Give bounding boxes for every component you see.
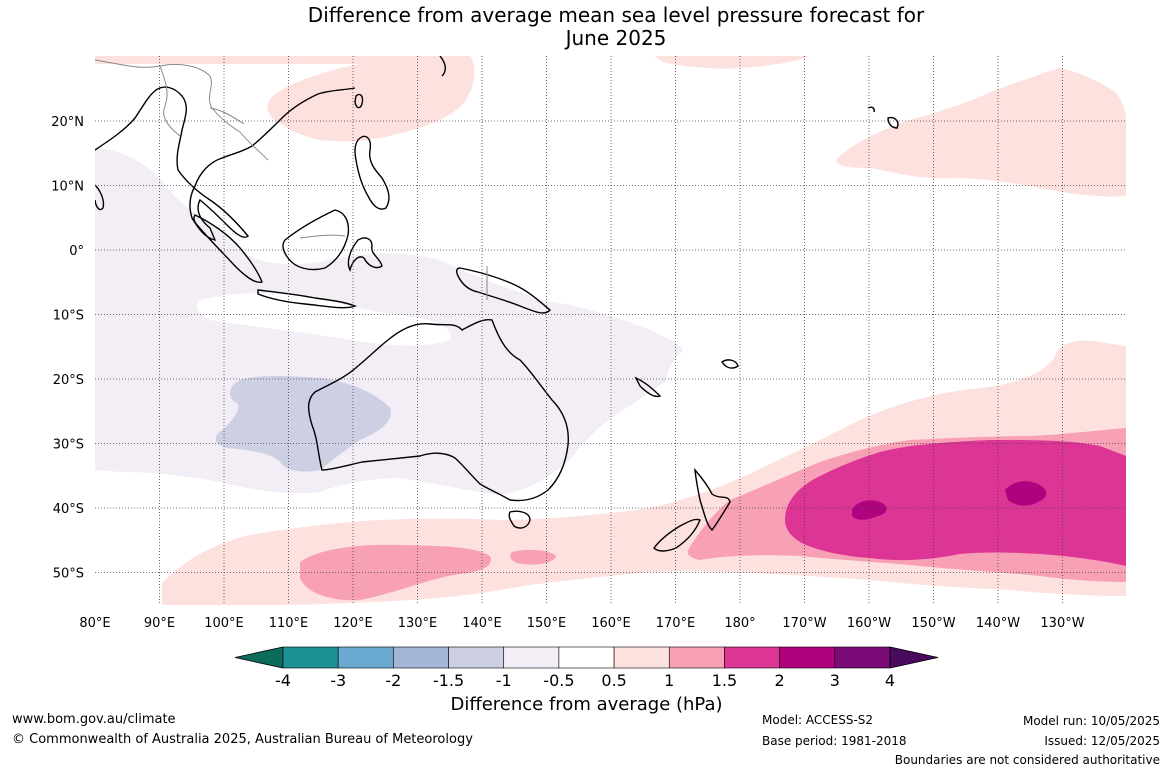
longitude-labels: 80°E 90°E 100°E 110°E 120°E 130°E 140°E 150°E 16…	[79, 616, 1084, 631]
latitude-label: 20°N	[51, 115, 84, 130]
longitude-label: 160°W	[847, 616, 891, 631]
anomaly-region-plus-0.5-hawaii	[836, 68, 1126, 197]
colorbar-swatch	[393, 646, 449, 669]
anomaly-region-plus-1-small	[510, 549, 556, 565]
border-borneo	[299, 234, 346, 239]
latitude-label: 30°S	[53, 438, 84, 453]
anomaly-region-plus-2-east	[1005, 481, 1047, 506]
longitude-label: 170°E	[656, 616, 696, 631]
new-zealand-north-coast	[694, 467, 731, 532]
longitude-label: 100°E	[204, 616, 244, 631]
new-caledonia-coast	[634, 376, 662, 398]
latitude-label: 40°S	[53, 502, 84, 517]
copyright-text: © Commonwealth of Australia 2025, Austra…	[12, 732, 473, 747]
colorbar-tick-label: 4	[885, 671, 895, 690]
longitude-label: 160°E	[591, 616, 631, 631]
map-panel	[95, 56, 1126, 605]
anomaly-region-plus-0.5-north-pacific	[655, 56, 810, 69]
anomaly-region-minus-1	[215, 376, 391, 472]
colorbar-tick-label: 0.5	[601, 671, 626, 690]
latitude-label: 0°	[69, 244, 84, 259]
issued-text: Issued: 12/05/2025	[1044, 734, 1160, 748]
colorbar-swatch	[448, 646, 505, 669]
colorbar-tick-label: -2	[385, 671, 401, 690]
latitude-labels: 20°N 10°N 0° 10°S 20°S 30°S 40°S 50°S	[51, 115, 84, 582]
latitude-label: 50°S	[53, 567, 84, 582]
colorbar-low-extend	[234, 646, 284, 669]
fiji-coast	[721, 359, 739, 369]
sulawesi-coast	[347, 237, 383, 273]
colorbar-tick-label: 3	[830, 671, 840, 690]
colorbar-high-extend	[889, 646, 939, 669]
anomaly-gap	[197, 293, 451, 346]
border-asia	[95, 59, 269, 161]
colorbar-swatch	[724, 646, 780, 669]
colorbar-swatch	[834, 646, 891, 669]
latitude-label: 10°S	[53, 309, 84, 324]
latitude-label: 20°S	[53, 373, 84, 388]
longitude-label: 120°E	[333, 616, 373, 631]
longitude-label: 110°E	[269, 616, 309, 631]
colorbar-tick-label: -0.5	[543, 671, 574, 690]
colorbar-tick-label: -3	[330, 671, 346, 690]
longitude-label: 90°E	[144, 616, 175, 631]
disclaimer-text: Boundaries are not considered authoritat…	[894, 753, 1160, 767]
colorbar-tick-label: 2	[775, 671, 785, 690]
title-line-2: June 2025	[565, 26, 667, 50]
colorbar-swatch	[668, 646, 725, 669]
title-line-1: Difference from average mean sea level p…	[307, 3, 925, 27]
longitude-label: 130°E	[398, 616, 438, 631]
tasmania-coast	[508, 510, 531, 529]
longitude-label: 170°W	[782, 616, 826, 631]
taiwan-coast	[354, 93, 364, 109]
model-text: Model: ACCESS-S2	[762, 713, 874, 727]
anomaly-region-plus-2-west	[852, 500, 887, 520]
asia-coast	[95, 86, 356, 241]
graticule	[95, 56, 1126, 605]
longitude-label: 140°W	[976, 616, 1020, 631]
japan-coast	[439, 56, 447, 77]
australia-coast	[307, 318, 569, 502]
india-coast	[95, 184, 105, 211]
base-period-text: Base period: 1981-2018	[762, 734, 907, 748]
latitude-label: 10°N	[51, 180, 84, 195]
longitude-label: 150°W	[911, 616, 955, 631]
colorbar-swatch	[337, 646, 394, 669]
longitude-label: 150°E	[527, 616, 567, 631]
map-title: Difference from average mean sea level p…	[0, 4, 1173, 50]
new-zealand-south-coast	[653, 518, 701, 552]
longitude-label: 130°W	[1040, 616, 1084, 631]
colorbar-swatch	[779, 646, 836, 669]
colorbar-swatch	[613, 646, 670, 669]
anomaly-region-plus-0.5-china	[95, 56, 475, 142]
new-guinea-coast	[455, 267, 551, 314]
longitude-label: 180°	[724, 616, 755, 631]
colorbar-tick-label: -4	[275, 671, 291, 690]
philippines-coast	[354, 135, 390, 210]
colorbar: -4 -3 -2 -1.5 -1 -0.5 0.5 1 1.5 2 3 4	[234, 646, 939, 690]
colorbar-swatch	[558, 646, 615, 669]
colorbar-tick-label: -1	[496, 671, 512, 690]
longitude-label: 140°E	[462, 616, 502, 631]
anomaly-region-plus-1.5	[785, 440, 1126, 566]
website-link[interactable]: www.bom.gov.au/climate	[12, 712, 176, 727]
java-coast	[257, 289, 357, 309]
longitude-label: 80°E	[79, 616, 110, 631]
borneo-coast	[282, 209, 350, 271]
colorbar-tick-label: 1.5	[712, 671, 737, 690]
legend-title: Difference from average (hPa)	[450, 694, 723, 715]
country-borders	[95, 59, 488, 300]
model-run-text: Model run: 10/05/2025	[1022, 714, 1160, 728]
colorbar-swatch	[282, 646, 339, 669]
colorbar-swatch	[503, 646, 560, 669]
colorbar-tick-label: -1.5	[433, 671, 464, 690]
colorbar-tick-label: 1	[664, 671, 674, 690]
